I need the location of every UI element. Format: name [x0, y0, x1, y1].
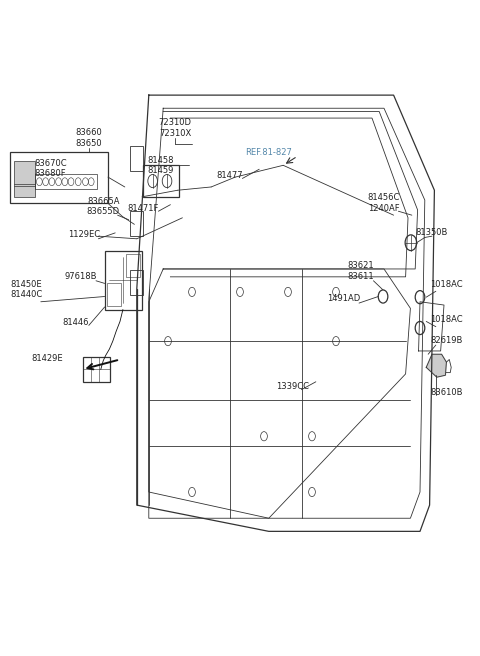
Text: 72310D
72310X: 72310D 72310X [159, 118, 192, 138]
Text: 83610B: 83610B [430, 388, 463, 397]
Bar [83, 357, 110, 382]
Text: 81450E
81440C: 81450E 81440C [10, 279, 43, 299]
Text: 97618B: 97618B [64, 272, 97, 281]
Bar [10, 152, 108, 203]
Text: 81429E: 81429E [31, 354, 63, 363]
Bar [14, 161, 35, 197]
Text: 81456C
1240AF: 81456C 1240AF [368, 193, 400, 213]
Polygon shape [426, 354, 446, 377]
Text: 1018AC: 1018AC [430, 315, 463, 324]
Text: 82619B: 82619B [430, 336, 463, 345]
Text: 83665A
83655D: 83665A 83655D [86, 197, 120, 216]
Text: 81471F: 81471F [127, 203, 159, 213]
Bar [130, 270, 143, 295]
Text: 81350B: 81350B [416, 228, 448, 237]
Bar [105, 251, 142, 310]
Bar [143, 165, 179, 197]
Text: 1129EC: 1129EC [68, 230, 100, 239]
Text: 81446: 81446 [62, 318, 89, 327]
Text: 1491AD: 1491AD [327, 294, 360, 303]
Bar [130, 146, 143, 171]
Text: 81477: 81477 [216, 171, 243, 180]
Text: REF.81-827: REF.81-827 [245, 148, 292, 157]
Text: 83670C
83680F: 83670C 83680F [34, 159, 67, 178]
Bar [35, 174, 97, 189]
Text: 1018AC: 1018AC [430, 279, 463, 289]
Text: 1339CC: 1339CC [276, 382, 309, 391]
Text: 83621
83611: 83621 83611 [348, 261, 374, 281]
Bar [126, 254, 140, 277]
Bar [107, 283, 121, 306]
Text: 83660
83650: 83660 83650 [75, 128, 102, 148]
Bar [130, 211, 143, 236]
Text: 81458
81459: 81458 81459 [147, 155, 174, 175]
